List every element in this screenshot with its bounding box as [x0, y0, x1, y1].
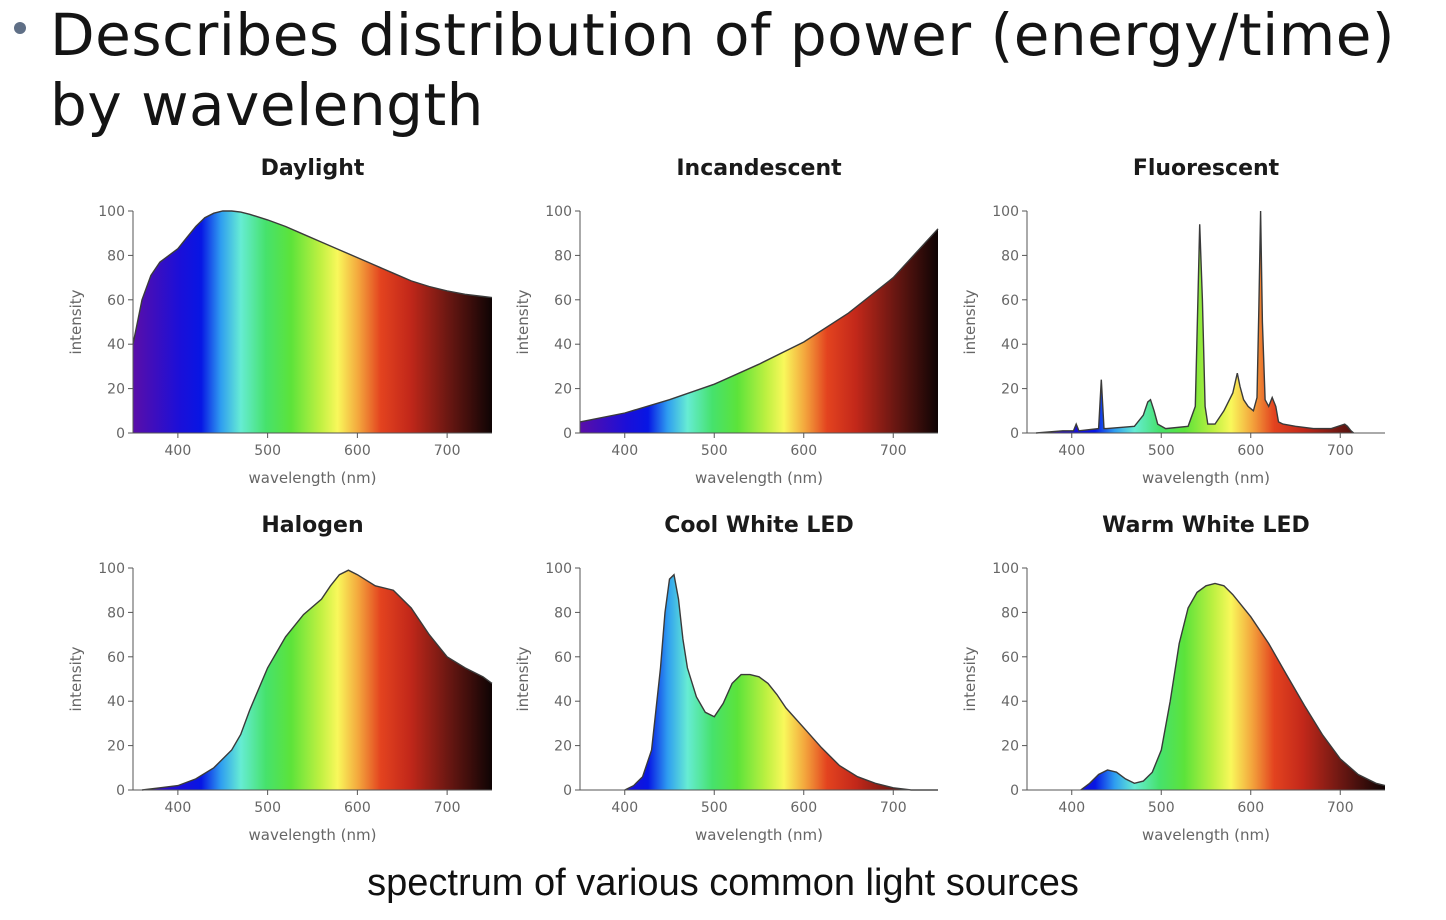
y-tick-label: 0: [1010, 783, 1019, 799]
y-tick-label: 100: [992, 204, 1019, 220]
x-tick-label: 500: [1148, 443, 1175, 459]
x-tick-label: 400: [165, 800, 192, 816]
x-axis-label: wavelength (nm): [249, 469, 377, 487]
x-tick-label: 500: [1148, 800, 1175, 816]
y-tick-label: 80: [107, 605, 125, 621]
y-axis-label: intensity: [514, 289, 532, 354]
x-tick-label: 600: [790, 800, 817, 816]
y-tick-label: 60: [1001, 293, 1019, 309]
x-axis-label: wavelength (nm): [1142, 469, 1270, 487]
spectrum-line: [1080, 582, 1386, 791]
spectrum-area: [580, 228, 938, 433]
y-tick-label: 100: [98, 204, 125, 220]
x-tick-label: 400: [1058, 800, 1085, 816]
y-tick-label: 0: [116, 426, 125, 442]
y-axis-label: intensity: [961, 289, 979, 354]
x-tick-label: 700: [434, 800, 461, 816]
y-tick-label: 100: [992, 561, 1019, 577]
chart-panel: Halogen 0 20 40 60 80 100 400 500 600 700 wavelengt…: [67, 513, 493, 844]
y-tick-label: 60: [554, 650, 572, 666]
y-tick-label: 20: [1001, 382, 1019, 398]
y-axis-label: intensity: [961, 646, 979, 711]
y-tick-label: 20: [554, 739, 572, 755]
x-axis-label: wavelength (nm): [695, 826, 823, 844]
spectrum-line: [141, 569, 493, 791]
spectrum-line: [132, 210, 493, 345]
y-tick-label: 100: [545, 204, 572, 220]
y-tick-label: 0: [116, 783, 125, 799]
chart-panel: Daylight 0 20 40 60 80 100 400 500 600 700 waveleng…: [67, 156, 493, 487]
y-tick-label: 80: [1001, 248, 1019, 264]
y-tick-label: 0: [1010, 426, 1019, 442]
y-tick-label: 40: [107, 694, 125, 710]
bullet-text: Describes distribution of power (energy/…: [50, 1, 1396, 139]
chart-panel: Cool White LED 0 20 40 60 80 100 400 500 600 700 wa…: [514, 513, 938, 844]
y-tick-label: 40: [1001, 337, 1019, 353]
bullet-dot-icon: [14, 22, 26, 34]
y-tick-label: 40: [107, 337, 125, 353]
y-tick-label: 20: [1001, 739, 1019, 755]
x-tick-label: 700: [1327, 443, 1354, 459]
chart-title: Warm White LED: [1102, 513, 1310, 538]
chart-panel: Fluorescent 0 20 40 60 80 100 400 500 600 700 wavel…: [961, 156, 1385, 487]
x-axis-label: wavelength (nm): [249, 826, 377, 844]
x-tick-label: 700: [1327, 800, 1354, 816]
chart-title: Incandescent: [676, 156, 842, 181]
y-tick-label: 40: [1001, 694, 1019, 710]
chart-panel: Warm White LED 0 20 40 60 80 100 400 500 600 700 wa…: [961, 513, 1386, 844]
x-tick-label: 400: [611, 800, 638, 816]
y-tick-label: 60: [1001, 650, 1019, 666]
y-axis-label: intensity: [514, 646, 532, 711]
chart-title: Fluorescent: [1133, 156, 1280, 181]
y-tick-label: 60: [554, 293, 572, 309]
y-tick-label: 60: [107, 293, 125, 309]
x-tick-label: 500: [254, 443, 281, 459]
x-tick-label: 400: [165, 443, 192, 459]
x-axis-label: wavelength (nm): [695, 469, 823, 487]
y-tick-label: 0: [563, 783, 572, 799]
x-tick-label: 600: [790, 443, 817, 459]
y-tick-label: 80: [554, 248, 572, 264]
y-tick-label: 20: [107, 739, 125, 755]
x-axis-label: wavelength (nm): [1142, 826, 1270, 844]
y-tick-label: 0: [563, 426, 572, 442]
x-tick-label: 600: [344, 443, 371, 459]
spectrum-line: [579, 228, 939, 423]
x-tick-label: 500: [701, 800, 728, 816]
x-tick-label: 500: [254, 800, 281, 816]
y-tick-label: 20: [107, 382, 125, 398]
y-tick-label: 40: [554, 337, 572, 353]
spectrum-area: [141, 570, 492, 790]
y-tick-label: 100: [545, 561, 572, 577]
chart-panel: Incandescent 0 20 40 60 80 100 400 500 600 700 wave…: [514, 156, 939, 487]
x-tick-label: 700: [880, 443, 907, 459]
x-tick-label: 600: [344, 800, 371, 816]
spectrum-line: [1035, 210, 1355, 434]
chart-title: Halogen: [261, 513, 363, 538]
y-tick-label: 20: [554, 382, 572, 398]
y-axis-label: intensity: [67, 289, 85, 354]
y-tick-label: 80: [554, 605, 572, 621]
x-tick-label: 700: [880, 800, 907, 816]
y-tick-label: 80: [107, 248, 125, 264]
y-tick-label: 100: [98, 561, 125, 577]
x-tick-label: 400: [611, 443, 638, 459]
y-tick-label: 40: [554, 694, 572, 710]
spectrum-area: [1080, 583, 1385, 790]
chart-title: Cool White LED: [664, 513, 853, 538]
spectrum-line: [624, 573, 938, 791]
x-tick-label: 400: [1058, 443, 1085, 459]
x-tick-label: 500: [701, 443, 728, 459]
y-tick-label: 80: [1001, 605, 1019, 621]
spectrum-area: [624, 574, 938, 790]
y-axis-label: intensity: [67, 646, 85, 711]
x-tick-label: 600: [1237, 443, 1264, 459]
x-tick-label: 600: [1237, 800, 1264, 816]
spectrum-area: [133, 211, 492, 433]
x-tick-label: 700: [434, 443, 461, 459]
y-tick-label: 60: [107, 650, 125, 666]
figure-caption: spectrum of various common light sources: [367, 862, 1079, 904]
chart-title: Daylight: [261, 156, 365, 181]
